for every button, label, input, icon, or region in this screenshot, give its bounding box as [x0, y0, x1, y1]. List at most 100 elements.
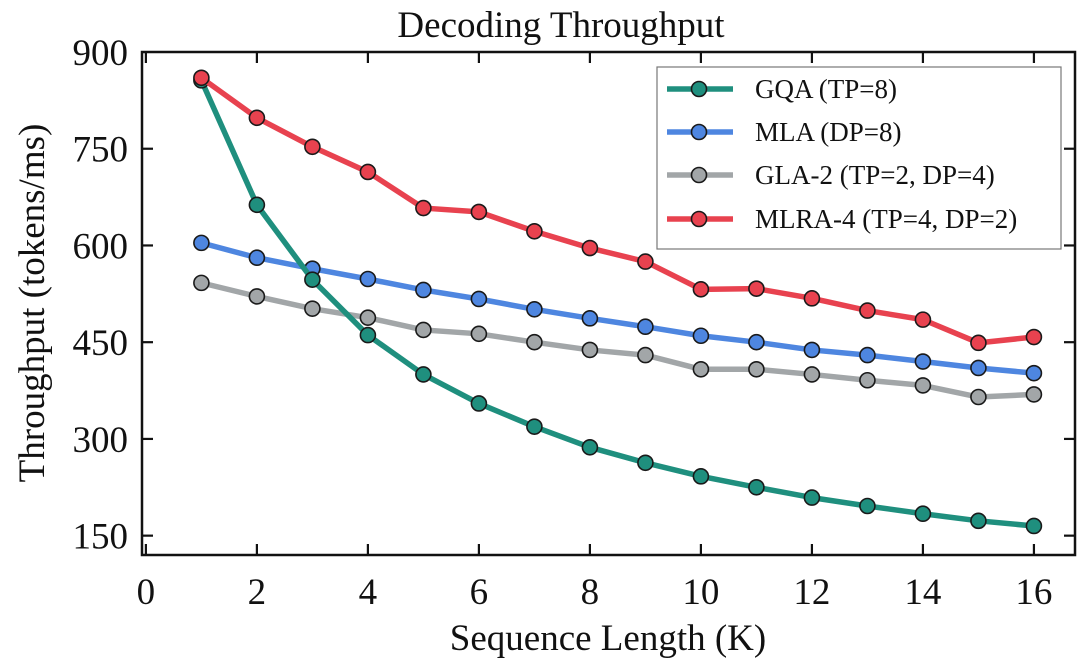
data-point-gqa — [748, 478, 765, 496]
data-point-mlra-4 — [692, 281, 710, 298]
x-tick-label: 12 — [793, 572, 830, 613]
legend-item-mla: MLA (DP=8) — [667, 117, 901, 147]
chart-title: Decoding Throughput — [397, 5, 725, 46]
data-point-mlra-4 — [1025, 328, 1043, 346]
data-point-gla-2 — [415, 321, 432, 339]
data-point-gla-2 — [193, 274, 210, 292]
y-tick-label: 150 — [73, 517, 129, 558]
data-point-mlra-4 — [470, 203, 488, 221]
data-point-mlra-4 — [581, 239, 599, 257]
y-axis-label: Throughput (tokens/ms) — [12, 124, 53, 483]
legend-label: GQA (TP=8) — [755, 74, 897, 104]
data-point-mla — [470, 290, 488, 308]
y-tick-label: 600 — [73, 226, 129, 267]
data-point-gqa — [1025, 517, 1043, 535]
data-point-mla — [803, 341, 821, 359]
data-point-gla-2 — [304, 300, 321, 317]
ticks-layer: 0 2 4 6 8 10 12 14 16 150 300 450 600 750 900 — [73, 33, 1075, 613]
series-mla — [193, 234, 1043, 382]
data-point-mla — [1025, 364, 1043, 382]
data-point-mla — [859, 346, 876, 364]
data-point-mlra-4 — [859, 302, 876, 319]
data-point-gqa — [859, 497, 876, 515]
data-point-gla-2 — [692, 360, 710, 378]
data-point-gqa — [248, 196, 266, 214]
data-point-mla — [637, 318, 654, 336]
x-tick-label: 8 — [581, 572, 600, 613]
legend-label: MLRA-4 (TP=4, DP=2) — [755, 204, 1017, 234]
legend-marker — [690, 123, 708, 141]
legend-item-mlra-4: MLRA-4 (TP=4, DP=2) — [667, 204, 1017, 234]
data-point-gla-2 — [637, 346, 654, 364]
data-point-gqa — [304, 271, 321, 288]
series-gla-2 — [193, 274, 1043, 406]
data-point-gqa — [470, 395, 488, 412]
data-point-mlra-4 — [304, 138, 321, 156]
data-point-gla-2 — [526, 333, 543, 351]
legend: GQA (TP=8) MLA (DP=8) GLA-2 (TP=2, DP=4) ML… — [656, 66, 1062, 250]
data-point-gla-2 — [581, 341, 599, 359]
data-point-mla — [914, 353, 932, 370]
legend-marker — [690, 210, 708, 228]
data-point-gla-2 — [1025, 386, 1043, 403]
data-point-mlra-4 — [526, 222, 543, 240]
legend-label: GLA-2 (TP=2, DP=4) — [755, 160, 995, 190]
data-point-mla — [970, 359, 987, 377]
x-tick-label: 6 — [470, 572, 489, 613]
data-point-mla — [193, 234, 210, 252]
y-tick-label: 450 — [73, 323, 129, 364]
data-point-mla — [581, 310, 599, 327]
data-point-mla — [415, 281, 432, 299]
legend-marker — [690, 166, 708, 184]
series-mlra-4 — [193, 69, 1043, 352]
data-point-mlra-4 — [970, 334, 987, 352]
series-gqa — [193, 72, 1043, 535]
x-tick-label: 14 — [904, 572, 941, 613]
data-point-gqa — [359, 326, 377, 344]
data-point-mlra-4 — [415, 199, 432, 217]
data-point-gqa — [581, 439, 599, 456]
data-point-mlra-4 — [803, 290, 821, 307]
data-point-mla — [248, 249, 266, 267]
y-tick-label: 900 — [73, 33, 129, 74]
x-tick-label: 16 — [1015, 572, 1052, 613]
data-point-mla — [692, 327, 710, 345]
y-tick-label: 750 — [73, 130, 129, 171]
data-point-mlra-4 — [193, 69, 210, 87]
y-tick-label: 300 — [73, 420, 129, 461]
series-line-mlra-4 — [199, 75, 1035, 346]
legend-item-gla-2: GLA-2 (TP=2, DP=4) — [667, 160, 995, 190]
data-point-gqa — [692, 468, 710, 485]
data-point-gqa — [526, 418, 543, 435]
legend-item-gqa: GQA (TP=8) — [667, 74, 897, 104]
data-point-gla-2 — [248, 288, 266, 305]
x-tick-label: 4 — [359, 572, 378, 613]
data-point-gqa — [914, 505, 932, 523]
data-point-gla-2 — [359, 309, 377, 326]
data-point-gqa — [415, 366, 432, 383]
data-point-gqa — [637, 454, 654, 472]
data-point-mla — [359, 270, 377, 288]
x-tick-label: 2 — [248, 572, 267, 613]
series-line-gqa — [198, 79, 1035, 529]
legend-marker — [690, 80, 708, 98]
series-line-gla-2 — [200, 280, 1035, 400]
legend-label: MLA (DP=8) — [755, 117, 901, 147]
x-tick-label: 0 — [137, 572, 156, 613]
x-axis-label: Sequence Length (K) — [450, 618, 766, 659]
x-tick-label: 10 — [682, 572, 719, 613]
data-point-gla-2 — [470, 325, 488, 343]
data-point-mla — [748, 333, 765, 351]
data-point-mlra-4 — [914, 311, 932, 328]
data-point-gqa — [803, 489, 821, 506]
plot-frame — [140, 50, 1077, 557]
data-point-gla-2 — [748, 360, 765, 378]
data-point-gqa — [970, 512, 987, 530]
data-point-gla-2 — [859, 371, 876, 389]
data-point-mlra-4 — [248, 109, 266, 127]
data-point-mla — [526, 301, 543, 318]
data-point-gla-2 — [970, 388, 987, 406]
series-layer — [193, 69, 1043, 535]
data-point-gla-2 — [803, 366, 821, 383]
